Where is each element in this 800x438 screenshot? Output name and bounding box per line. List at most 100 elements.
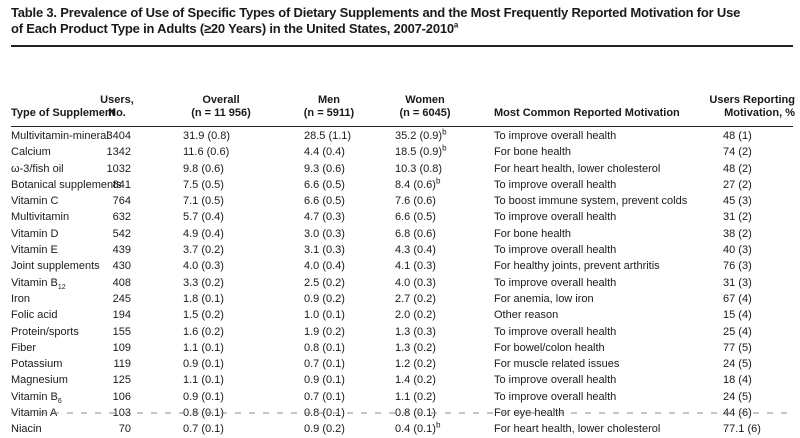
cell-women-text: 1.3 (0.2) bbox=[395, 341, 436, 354]
cell-users: 106 bbox=[97, 389, 131, 405]
cell-women: 0.4 (0.1)b bbox=[395, 421, 440, 437]
cell-overall-text: 1.8 (0.1) bbox=[183, 292, 224, 305]
header-men-line-1: Men bbox=[318, 94, 340, 106]
cell-users: 542 bbox=[97, 226, 131, 242]
cell-users: 109 bbox=[97, 340, 131, 356]
cell-women-text: 10.3 (0.8) bbox=[395, 162, 443, 175]
cell-reporting-text: 31 (2) bbox=[723, 211, 752, 224]
header-users-line-2: No. bbox=[108, 107, 126, 119]
cell-motivation: For bone health bbox=[494, 226, 571, 242]
cell-overall-text: 4.0 (0.3) bbox=[183, 260, 224, 273]
cell-reporting-text: 38 (2) bbox=[723, 227, 752, 240]
footnote-marker: b bbox=[435, 176, 441, 186]
table-row: Vitamin B6 106 0.9 (0.1) 0.7 (0.1) 1.1 (0.2)… bbox=[11, 389, 793, 405]
cell-users: 155 bbox=[97, 324, 131, 340]
table-row: Calcium 1342 11.6 (0.6) 4.4 (0.4) 18.5 (0.9)… bbox=[11, 144, 793, 160]
cell-women: 4.3 (0.4) bbox=[395, 242, 436, 258]
cell-motivation-text: For muscle related issues bbox=[494, 358, 620, 371]
cell-motivation-text: To improve overall health bbox=[494, 211, 617, 224]
cell-reporting-text: 24 (5) bbox=[723, 390, 752, 403]
cell-users: 430 bbox=[97, 258, 131, 274]
cell-reporting: 25 (4) bbox=[723, 324, 752, 340]
cell-type-of-supplement: Niacin bbox=[11, 421, 42, 437]
cell-women: 2.7 (0.2) bbox=[395, 291, 436, 307]
cell-motivation: To improve overall health bbox=[494, 389, 616, 405]
header-users: Users, No. bbox=[97, 94, 137, 120]
cell-women: 18.5 (0.9)b bbox=[395, 144, 447, 160]
cell-overall-text: 31.9 (0.8) bbox=[183, 130, 231, 142]
table-body: Multivitamin-mineral 3404 31.9 (0.8) 28.5 (… bbox=[11, 128, 793, 438]
cell-reporting-text: 24 (5) bbox=[723, 358, 752, 371]
cell-men: 0.7 (0.1) bbox=[304, 389, 345, 405]
cell-users-text: 1342 bbox=[106, 146, 131, 159]
cell-reporting-text: 77.1 (6) bbox=[723, 423, 761, 436]
cell-women: 8.4 (0.6)b bbox=[395, 177, 440, 193]
cell-reporting-text: 48 (2) bbox=[723, 162, 752, 175]
cell-women: 1.4 (0.2) bbox=[395, 372, 436, 388]
cell-users-text: 194 bbox=[112, 309, 131, 322]
header-overall-line-1: Overall bbox=[202, 94, 240, 106]
cell-motivation-text: To boost immune system, prevent colds bbox=[494, 195, 688, 208]
cell-men: 6.6 (0.5) bbox=[304, 177, 345, 193]
cell-users-text: 70 bbox=[118, 423, 131, 436]
cell-overall: 3.7 (0.2) bbox=[183, 242, 224, 258]
cell-reporting-text: 31 (3) bbox=[723, 276, 752, 289]
cell-men: 4.7 (0.3) bbox=[304, 209, 345, 225]
cell-overall-text: 0.9 (0.1) bbox=[183, 358, 224, 371]
cell-overall: 1.6 (0.2) bbox=[183, 324, 224, 340]
table-row: ω-3/fish oil 1032 9.8 (0.6) 9.3 (0.6) 10.3 (… bbox=[11, 161, 793, 177]
cell-women-text: 6.8 (0.6) bbox=[395, 227, 436, 240]
cell-overall-text: 1.6 (0.2) bbox=[183, 325, 224, 338]
cell-motivation: For heart health, lower cholesterol bbox=[494, 161, 660, 177]
cropped-footnote-line bbox=[11, 409, 793, 417]
cell-motivation: For healthy joints, prevent arthritis bbox=[494, 258, 660, 274]
cell-men-text: 6.6 (0.5) bbox=[304, 178, 345, 191]
cell-type-of-supplement-text: Protein/sports bbox=[11, 325, 79, 338]
cell-motivation-text: For bone health bbox=[494, 227, 572, 240]
cell-users-text: 125 bbox=[112, 374, 131, 387]
table-row: Folic acid 194 1.5 (0.2) 1.0 (0.1) 2.0 (0.2)… bbox=[11, 307, 793, 323]
cell-type-of-supplement: Protein/sports bbox=[11, 324, 79, 340]
cell-reporting-text: 40 (3) bbox=[723, 244, 752, 257]
cell-men: 1.9 (0.2) bbox=[304, 324, 345, 340]
cell-users-text: 439 bbox=[112, 244, 131, 257]
cell-motivation-text: To improve overall health bbox=[494, 390, 617, 403]
cell-users-text: 542 bbox=[112, 227, 131, 240]
cell-type-of-supplement-text: Multivitamin-mineral bbox=[11, 130, 109, 142]
cell-motivation-text: For anemia, low iron bbox=[494, 292, 594, 305]
cell-motivation: To improve overall health bbox=[494, 372, 616, 388]
cell-reporting-text: 48 (1) bbox=[723, 130, 752, 142]
cell-overall: 1.5 (0.2) bbox=[183, 307, 224, 323]
cell-motivation-text: For heart health, lower cholesterol bbox=[494, 423, 661, 436]
cell-men: 0.8 (0.1) bbox=[304, 340, 345, 356]
cell-users-text: 1032 bbox=[106, 162, 131, 175]
cell-type-of-supplement: Vitamin C bbox=[11, 193, 58, 209]
cell-motivation: To improve overall health bbox=[494, 275, 616, 291]
cell-users: 764 bbox=[97, 193, 131, 209]
cell-men: 6.6 (0.5) bbox=[304, 193, 345, 209]
table-row: Multivitamin 632 5.7 (0.4) 4.7 (0.3) 6.6 (0.… bbox=[11, 209, 793, 225]
cell-type-of-supplement-text: Iron bbox=[11, 292, 30, 305]
cell-overall-text: 11.6 (0.6) bbox=[183, 146, 230, 159]
cell-type-of-supplement: Vitamin D bbox=[11, 226, 58, 242]
cell-men-text: 28.5 (1.1) bbox=[304, 130, 352, 142]
cell-overall-text: 7.5 (0.5) bbox=[183, 178, 224, 191]
footnote-marker: b bbox=[442, 127, 447, 137]
cell-motivation: For heart health, lower cholesterol bbox=[494, 421, 660, 437]
cell-men: 0.9 (0.2) bbox=[304, 291, 345, 307]
cell-reporting-text: 15 (4) bbox=[723, 309, 752, 322]
cell-men-text: 3.1 (0.3) bbox=[304, 244, 345, 257]
cell-reporting: 45 (3) bbox=[723, 193, 752, 209]
table-row: Vitamin C 764 7.1 (0.5) 6.6 (0.5) 7.6 (0.6) T… bbox=[11, 193, 793, 209]
table-header: Type of Supplement Users, No. Overall (n… bbox=[11, 88, 795, 124]
cell-users: 1032 bbox=[97, 161, 131, 177]
table-row: Fiber 109 1.1 (0.1) 0.8 (0.1) 1.3 (0.2) For b… bbox=[11, 340, 793, 356]
cell-overall: 1.1 (0.1) bbox=[183, 372, 224, 388]
cell-motivation: Other reason bbox=[494, 307, 558, 323]
table-title-line-1: Table 3. Prevalence of Use of Specific T… bbox=[11, 5, 741, 20]
cell-men-text: 4.0 (0.4) bbox=[304, 260, 345, 273]
cell-overall-text: 1.1 (0.1) bbox=[183, 374, 224, 387]
cell-overall: 7.1 (0.5) bbox=[183, 193, 224, 209]
cell-users-text: 155 bbox=[112, 325, 131, 338]
cell-motivation-text: For healthy joints, prevent arthritis bbox=[494, 260, 660, 273]
